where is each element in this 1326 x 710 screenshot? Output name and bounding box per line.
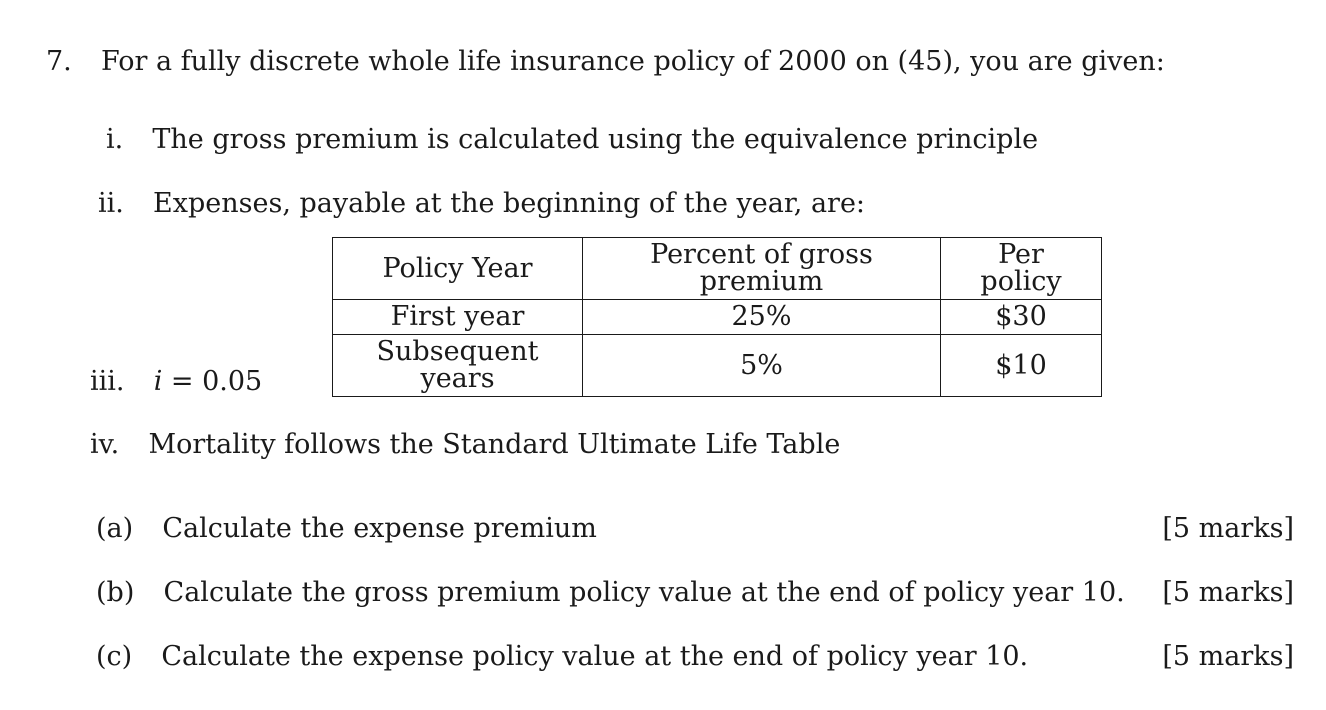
- part-label: (a): [96, 513, 134, 544]
- part-text: Calculate the gross premium policy value…: [163, 577, 1125, 608]
- table-row: First year 25% $30: [332, 299, 1102, 335]
- table-cell: $30: [940, 299, 1102, 335]
- condition-label: i.: [106, 124, 124, 155]
- part-c: (c) Calculate the expense policy value a…: [96, 643, 1028, 670]
- interest-variable: i: [153, 366, 163, 397]
- question-stem: 7. For a fully discrete whole life insur…: [46, 48, 1165, 75]
- part-text: Calculate the expense premium: [162, 513, 597, 544]
- part-b: (b) Calculate the gross premium policy v…: [96, 579, 1125, 606]
- table-header-cell: Per policy: [940, 237, 1102, 300]
- part-text: Calculate the expense policy value at th…: [161, 641, 1029, 672]
- condition-label: iv.: [90, 429, 120, 460]
- marks-label: [5 marks]: [1162, 513, 1294, 544]
- part-label: (b): [96, 577, 135, 608]
- question-number: 7.: [46, 46, 72, 77]
- condition-text: Mortality follows the Standard Ultimate …: [148, 429, 841, 460]
- interest-value: = 0.05: [162, 366, 263, 397]
- table-cell: 5%: [582, 334, 941, 397]
- marks-label: [5 marks]: [1162, 641, 1294, 672]
- table-cell: Subsequent years: [332, 334, 583, 397]
- table-header-row: Policy Year Percent of gross premium Per…: [332, 237, 1102, 300]
- marks-label: [5 marks]: [1162, 577, 1294, 608]
- condition-label: ii.: [98, 188, 124, 219]
- condition-ii: ii. Expenses, payable at the beginning o…: [98, 190, 865, 217]
- expense-table: Policy Year Percent of gross premium Per…: [332, 237, 1102, 397]
- table-row: Subsequent years 5% $10: [332, 334, 1102, 397]
- condition-iv: iv. Mortality follows the Standard Ultim…: [90, 431, 840, 458]
- condition-text: The gross premium is calculated using th…: [152, 124, 1039, 155]
- condition-text: Expenses, payable at the beginning of th…: [153, 188, 866, 219]
- part-label: (c): [96, 641, 133, 672]
- condition-i: i. The gross premium is calculated using…: [106, 126, 1038, 153]
- condition-label: iii.: [90, 366, 125, 397]
- table-cell: $10: [940, 334, 1102, 397]
- table-header-cell: Policy Year: [332, 237, 583, 300]
- table-cell: First year: [332, 299, 583, 335]
- table-header-cell: Percent of gross premium: [582, 237, 941, 300]
- table-cell: 25%: [582, 299, 941, 335]
- question-text: For a fully discrete whole life insuranc…: [100, 46, 1165, 77]
- condition-iii: iii. i = 0.05: [90, 368, 262, 395]
- part-a: (a) Calculate the expense premium: [96, 515, 597, 542]
